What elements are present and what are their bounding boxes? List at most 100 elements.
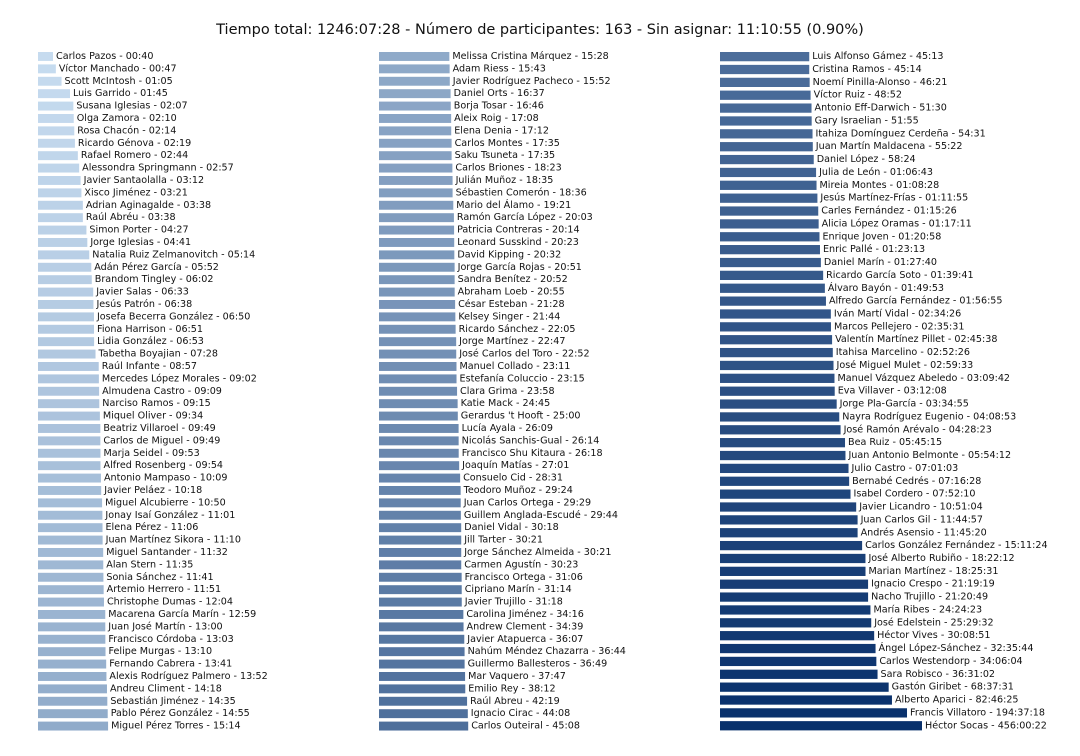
bar-label-2-13: Alicia López Oramas - 01:17:11 [822, 217, 972, 229]
bar-2-8 [720, 154, 814, 165]
bar-0-14 [38, 225, 87, 235]
bar-label-2-38: Carlos González Fernández - 15:11:24 [865, 539, 1047, 551]
bar-1-6 [379, 126, 452, 136]
bar-label-0-6: Rosa Chacón - 02:14 [77, 124, 176, 136]
bar-label-1-41: Carmen Agustín - 30:23 [464, 558, 578, 570]
bar-label-2-46: Ángel López-Sánchez - 32:35:44 [879, 641, 1034, 654]
bar-1-53 [379, 709, 468, 719]
bar-label-2-36: Juan Carlos Gil - 11:44:57 [860, 514, 983, 525]
bar-2-9 [720, 167, 817, 178]
bar-1-8 [379, 151, 452, 161]
bar-1-23 [379, 337, 457, 347]
bar-label-0-4: Susana Iglesias - 02:07 [76, 101, 187, 112]
bar-label-1-51: Emilio Rey - 38:12 [468, 683, 555, 694]
bar-1-19 [379, 287, 455, 297]
bar-label-0-39: Juan Martínez Sikora - 11:10 [105, 534, 241, 546]
bar-label-2-1: Cristina Ramos - 45:14 [812, 64, 922, 75]
bar-1-22 [379, 324, 456, 334]
bar-2-4 [720, 103, 812, 113]
bar-label-2-28: Nayra Rodríguez Eugenio - 04:08:53 [842, 410, 1016, 422]
bar-0-36 [38, 498, 103, 508]
bar-2-22 [720, 335, 833, 345]
bar-0-47 [38, 634, 106, 644]
bar-label-2-31: Juan Antonio Belmonte - 05:54:12 [847, 450, 1011, 461]
bar-0-29 [38, 411, 100, 421]
bar-label-1-44: Javier Trujillo - 31:18 [464, 597, 563, 608]
bar-label-0-36: Miguel Alcubierre - 10:50 [105, 497, 226, 508]
bar-label-2-12: Carles Fernández - 01:15:26 [821, 205, 957, 217]
bar-label-1-34: Consuelo Cid - 28:31 [463, 473, 563, 484]
bar-label-0-16: Natalia Ruiz Zelmanovitch - 05:14 [92, 249, 255, 260]
bar-label-1-14: Patricia Contreras - 20:14 [457, 225, 580, 236]
bar-label-0-27: Almudena Castro - 09:09 [102, 386, 222, 397]
bar-1-45 [379, 610, 464, 619]
bar-2-39 [720, 553, 866, 564]
bar-label-2-22: Valentín Martínez Pillet - 02:45:38 [835, 333, 997, 345]
bar-2-13 [720, 219, 819, 229]
bar-0-50 [38, 672, 107, 681]
bar-0-28 [38, 399, 100, 409]
bar-1-24 [379, 349, 457, 359]
bar-label-0-14: Simon Porter - 04:27 [89, 225, 188, 236]
bar-label-2-33: Bernabé Cedrés - 07:16:28 [852, 475, 981, 487]
bar-label-1-6: Elena Denia - 17:12 [454, 125, 549, 136]
bar-0-37 [38, 510, 103, 520]
bar-1-41 [379, 560, 462, 570]
bar-label-2-10: Mireia Montes - 01:08:28 [820, 180, 940, 191]
bar-0-8 [38, 151, 78, 161]
bar-label-1-39: Jill Tarter - 30:21 [463, 535, 543, 546]
bar-label-2-14: Enrique Joven - 01:20:58 [822, 231, 941, 242]
bar-label-0-49: Fernando Cabrera - 13:41 [109, 659, 232, 670]
bar-0-11 [38, 188, 82, 198]
bar-0-21 [38, 312, 94, 322]
bar-label-0-34: Antonio Mampaso - 10:09 [104, 473, 228, 484]
bar-label-0-15: Jorge Iglesias - 04:41 [89, 237, 191, 248]
bar-label-1-25: Manuel Collado - 23:11 [459, 361, 570, 372]
bar-1-16 [379, 250, 455, 260]
bar-0-49 [38, 659, 107, 669]
bar-1-51 [379, 684, 466, 694]
bar-1-52 [379, 696, 468, 706]
bar-label-2-11: Jesús Martínez-Frías - 01:11:55 [819, 192, 968, 204]
bar-label-0-50: Alexis Rodríguez Palmero - 13:52 [109, 670, 267, 682]
bar-label-0-43: Artemio Herrero - 11:51 [107, 584, 221, 595]
bar-label-2-21: Marcos Pellejero - 02:35:31 [834, 321, 964, 332]
bar-label-1-50: Mar Vaquero - 37:47 [468, 671, 566, 682]
bar-0-18 [38, 275, 92, 285]
bar-0-31 [38, 436, 101, 446]
bar-label-0-0: Carlos Pazos - 00:40 [56, 51, 153, 62]
bar-label-2-44: José Edelstein - 25:29:32 [873, 616, 993, 628]
bar-1-31 [379, 436, 459, 446]
bar-1-1 [379, 64, 450, 74]
bar-2-23 [720, 347, 833, 358]
bar-1-7 [379, 138, 452, 148]
bar-0-22 [38, 324, 95, 334]
bar-0-25 [38, 362, 99, 371]
bar-1-47 [379, 634, 465, 644]
bar-2-10 [720, 180, 817, 190]
bar-label-0-11: Xisco Jiménez - 03:21 [84, 186, 187, 198]
bar-label-0-29: Miquel Oliver - 09:34 [103, 411, 203, 422]
bar-label-2-3: Víctor Ruiz - 48:52 [814, 89, 902, 101]
bar-label-0-37: Jonay Isaí González - 11:01 [104, 509, 235, 521]
bar-1-40 [379, 548, 462, 557]
bar-2-11 [720, 193, 818, 203]
bar-label-0-53: Pablo Pérez González - 14:55 [111, 707, 250, 719]
bar-label-1-54: Carlos Outeiral - 45:08 [471, 721, 580, 732]
bar-label-1-3: Daniel Orts - 16:37 [454, 88, 545, 99]
bar-1-0 [379, 52, 450, 61]
bar-label-1-5: Aleix Roig - 17:08 [454, 113, 539, 124]
bar-0-15 [38, 238, 88, 247]
bar-label-2-40: Marian Martínez - 18:25:31 [869, 565, 999, 577]
bar-1-48 [379, 647, 465, 657]
bar-0-46 [38, 622, 106, 632]
bar-1-33 [379, 461, 460, 471]
bar-2-40 [720, 566, 866, 576]
bar-1-11 [379, 188, 453, 198]
bar-label-1-53: Ignacio Cirac - 44:08 [471, 708, 570, 719]
bar-1-5 [379, 114, 452, 123]
bar-0-20 [38, 300, 94, 309]
bar-0-32 [38, 448, 101, 458]
bar-0-54 [38, 721, 109, 731]
bar-1-21 [379, 312, 456, 322]
